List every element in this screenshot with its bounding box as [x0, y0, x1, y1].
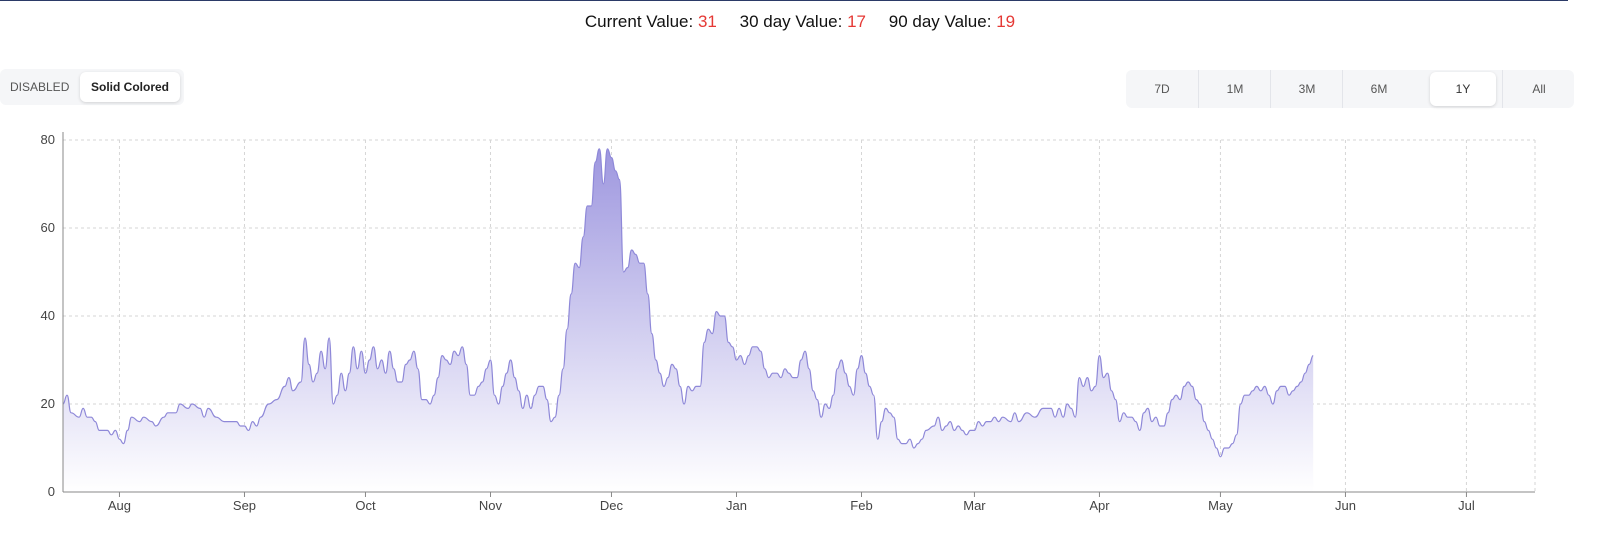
x-tick-label: Sep: [233, 498, 256, 513]
x-tick-label: Jun: [1335, 498, 1356, 513]
y-axis-ticks: 0 20 40 60 80: [41, 132, 55, 499]
y-tick-label: 60: [41, 220, 55, 235]
range-7d-button[interactable]: 7D: [1154, 82, 1170, 96]
current-value-stat: Current Value: 31: [585, 12, 717, 31]
x-tick-label: Oct: [355, 498, 376, 513]
fill-style-toggle: DISABLED Solid Colored: [0, 69, 184, 105]
x-tick-label: Nov: [479, 498, 503, 513]
ninety-day-stat: 90 day Value: 19: [889, 12, 1015, 31]
solid-colored-option[interactable]: Solid Colored: [80, 72, 180, 102]
range-all-button[interactable]: All: [1502, 70, 1575, 108]
top-border: [0, 0, 1568, 1]
x-tick-label: Mar: [963, 498, 986, 513]
x-axis-ticks: Aug Sep Oct Nov Dec Jan Feb Mar Apr May Jun Jul: [108, 492, 1475, 513]
x-tick-label: Jul: [1458, 498, 1475, 513]
ninety-day-value: 19: [996, 12, 1016, 31]
range-selector: 7D 1M 3M 6M 1Y All: [1126, 70, 1574, 108]
x-tick-label: Aug: [108, 498, 131, 513]
x-tick-label: Feb: [850, 498, 872, 513]
thirty-day-stat: 30 day Value: 17: [740, 12, 866, 31]
thirty-day-label: 30 day Value:: [739, 12, 843, 31]
x-tick-label: Jan: [726, 498, 747, 513]
current-value: 31: [697, 12, 717, 31]
range-1m-button[interactable]: 1M: [1198, 70, 1271, 108]
x-tick-label: Apr: [1089, 498, 1110, 513]
range-3m-button[interactable]: 3M: [1270, 70, 1343, 108]
y-tick-label: 40: [41, 308, 55, 323]
thirty-day-value: 17: [847, 12, 866, 31]
ninety-day-label: 90 day Value:: [888, 12, 992, 31]
y-tick-label: 20: [41, 396, 55, 411]
area-chart: 0 20 40 60 80 Aug Sep Oct Nov Dec Jan Feb Mar Apr May…: [41, 132, 1536, 513]
area-fill: [63, 148, 1314, 493]
disabled-option[interactable]: DISABLED: [10, 80, 70, 94]
x-tick-label: May: [1208, 498, 1233, 513]
range-6m-button[interactable]: 6M: [1342, 70, 1415, 108]
x-tick-label: Dec: [600, 498, 624, 513]
value-summary: Current Value: 31 30 day Value: 17 90 da…: [0, 12, 1600, 32]
y-tick-label: 0: [48, 484, 55, 499]
axes: [62, 132, 1535, 493]
current-value-label: Current Value:: [584, 12, 694, 31]
y-tick-label: 80: [41, 132, 55, 147]
range-1y-button[interactable]: 1Y: [1430, 72, 1496, 106]
series-line: [62, 148, 1314, 458]
